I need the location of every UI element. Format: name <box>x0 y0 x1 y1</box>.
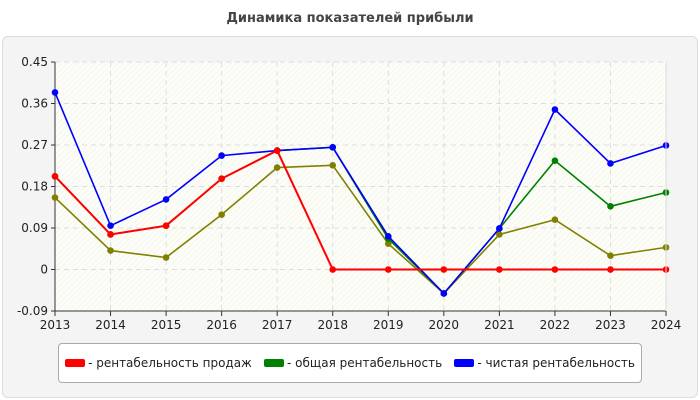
data-point <box>496 231 503 238</box>
y-tick-label: 0.18 <box>21 180 48 194</box>
data-point <box>551 216 559 223</box>
y-tick-label: 0.27 <box>21 138 48 152</box>
data-point <box>218 175 225 182</box>
data-point <box>607 160 614 167</box>
series-line <box>54 149 666 271</box>
y-tick-label: 0.45 <box>21 55 48 69</box>
data-point <box>51 89 59 96</box>
x-tick-label: 2021 <box>484 318 515 332</box>
data-point <box>384 266 392 273</box>
legend-swatch-red <box>65 359 86 367</box>
data-point <box>162 222 170 229</box>
x-tick-label: 2020 <box>429 318 460 332</box>
chart-title: Динамика показателей прибыли <box>226 11 474 26</box>
series-line <box>54 92 667 295</box>
data-point <box>329 144 337 151</box>
data-point <box>607 266 614 273</box>
legend: - рентабельность продаж - общая рентабел… <box>58 343 642 383</box>
x-tick-label: 2018 <box>317 318 348 332</box>
legend-swatch-green <box>264 359 285 367</box>
data-point <box>607 203 614 210</box>
data-point <box>329 161 337 169</box>
data-point <box>273 147 281 154</box>
data-point <box>551 157 559 164</box>
x-tick-label: 2016 <box>206 318 237 332</box>
legend-item-sales[interactable]: - рентабельность продаж <box>65 356 252 370</box>
y-tick-label: 0.36 <box>21 97 48 111</box>
series-line <box>54 164 667 295</box>
data-point <box>51 194 59 201</box>
data-point <box>329 266 337 273</box>
legend-swatch-blue <box>454 359 475 367</box>
data-point <box>218 211 225 218</box>
x-tick-label: 2023 <box>595 318 626 332</box>
data-point <box>440 290 448 297</box>
legend-item-total[interactable]: - общая рентабельность <box>264 356 442 370</box>
legend-label: - рентабельность продаж <box>88 356 252 370</box>
data-point <box>107 222 114 229</box>
data-point <box>107 247 114 254</box>
x-tick-label: 2019 <box>373 318 404 332</box>
data-point <box>551 266 559 273</box>
x-tick-label: 2022 <box>540 318 571 332</box>
y-tick-label: 0 <box>40 263 48 277</box>
data-point <box>440 266 448 273</box>
x-tick-label: 2015 <box>151 318 182 332</box>
data-point <box>162 196 170 203</box>
data-point <box>384 240 392 247</box>
data-point <box>551 106 559 113</box>
data-point <box>384 233 392 240</box>
data-point <box>107 231 114 238</box>
data-point <box>51 173 59 180</box>
x-tick-label: 2014 <box>95 318 126 332</box>
data-point <box>607 252 614 259</box>
legend-item-net[interactable]: - чистая рентабельность <box>454 356 635 370</box>
data-point <box>218 152 225 159</box>
y-tick-label: 0.09 <box>21 221 48 235</box>
x-tick-label: 2013 <box>40 318 71 332</box>
y-tick-label: -0.09 <box>17 304 48 318</box>
data-point <box>496 266 503 273</box>
legend-label: - чистая рентабельность <box>477 356 635 370</box>
x-tick-label: 2024 <box>651 318 682 332</box>
data-point <box>162 254 170 261</box>
data-point <box>496 225 503 232</box>
legend-label: - общая рентабельность <box>287 356 443 370</box>
data-point <box>273 164 281 171</box>
x-tick-label: 2017 <box>262 318 293 332</box>
